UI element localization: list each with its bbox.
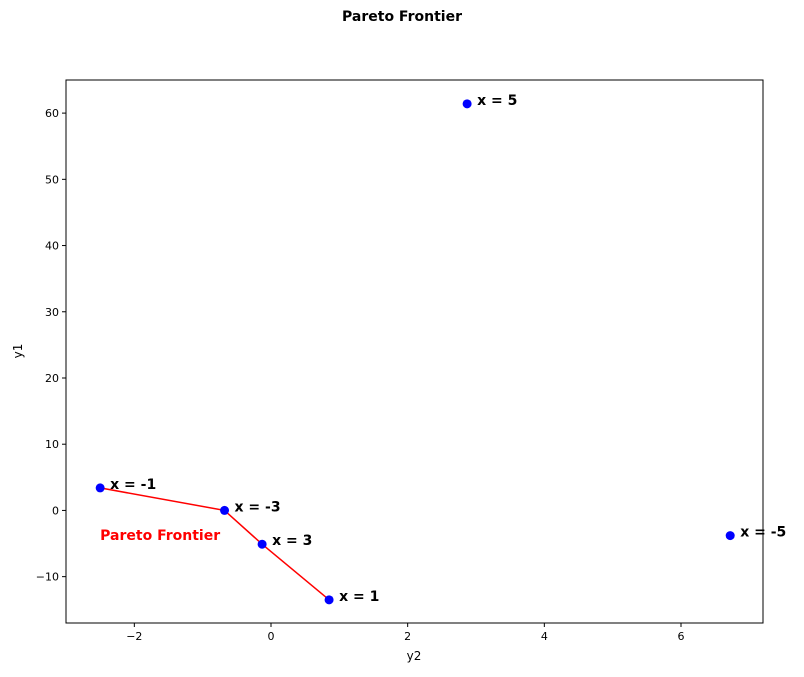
y-tick-label: −10 bbox=[36, 571, 59, 584]
data-point bbox=[220, 505, 230, 515]
x-tick-label: 0 bbox=[268, 630, 275, 643]
pareto-frontier-annotation: Pareto Frontier bbox=[100, 528, 220, 544]
axis-ticks: −2 0 2 4 6 −10 0 10 20 30 40 50 60 bbox=[36, 107, 685, 643]
y-tick-label: 40 bbox=[45, 240, 59, 253]
x-axis-label: y2 bbox=[407, 649, 422, 663]
point-label: x = 5 bbox=[477, 93, 517, 109]
x-tick-label: −2 bbox=[126, 630, 142, 643]
data-point bbox=[95, 483, 105, 493]
plot-area: x = 5x = -1x = -3x = 3x = 1x = -5Pareto … bbox=[95, 93, 786, 605]
x-tick-label: 4 bbox=[541, 630, 548, 643]
y-tick-label: 50 bbox=[45, 173, 59, 186]
pareto-frontier-line bbox=[100, 487, 330, 601]
point-label: x = -1 bbox=[110, 477, 156, 493]
data-point bbox=[324, 595, 334, 605]
point-label: x = -3 bbox=[235, 499, 281, 515]
y-axis-label: y1 bbox=[11, 344, 25, 359]
x-tick-label: 6 bbox=[678, 630, 685, 643]
chart-title: Pareto Frontier bbox=[342, 9, 462, 25]
point-label: x = 3 bbox=[272, 533, 312, 549]
data-point bbox=[257, 539, 267, 549]
data-point bbox=[462, 99, 472, 109]
y-tick-label: 30 bbox=[45, 306, 59, 319]
data-point bbox=[725, 531, 735, 541]
y-tick-label: 0 bbox=[52, 504, 59, 517]
plot-frame bbox=[65, 79, 764, 624]
point-label: x = 1 bbox=[339, 589, 379, 605]
y-tick-label: 20 bbox=[45, 372, 59, 385]
x-tick-label: 2 bbox=[404, 630, 411, 643]
y-tick-label: 60 bbox=[45, 107, 59, 120]
y-tick-label: 10 bbox=[45, 438, 59, 451]
